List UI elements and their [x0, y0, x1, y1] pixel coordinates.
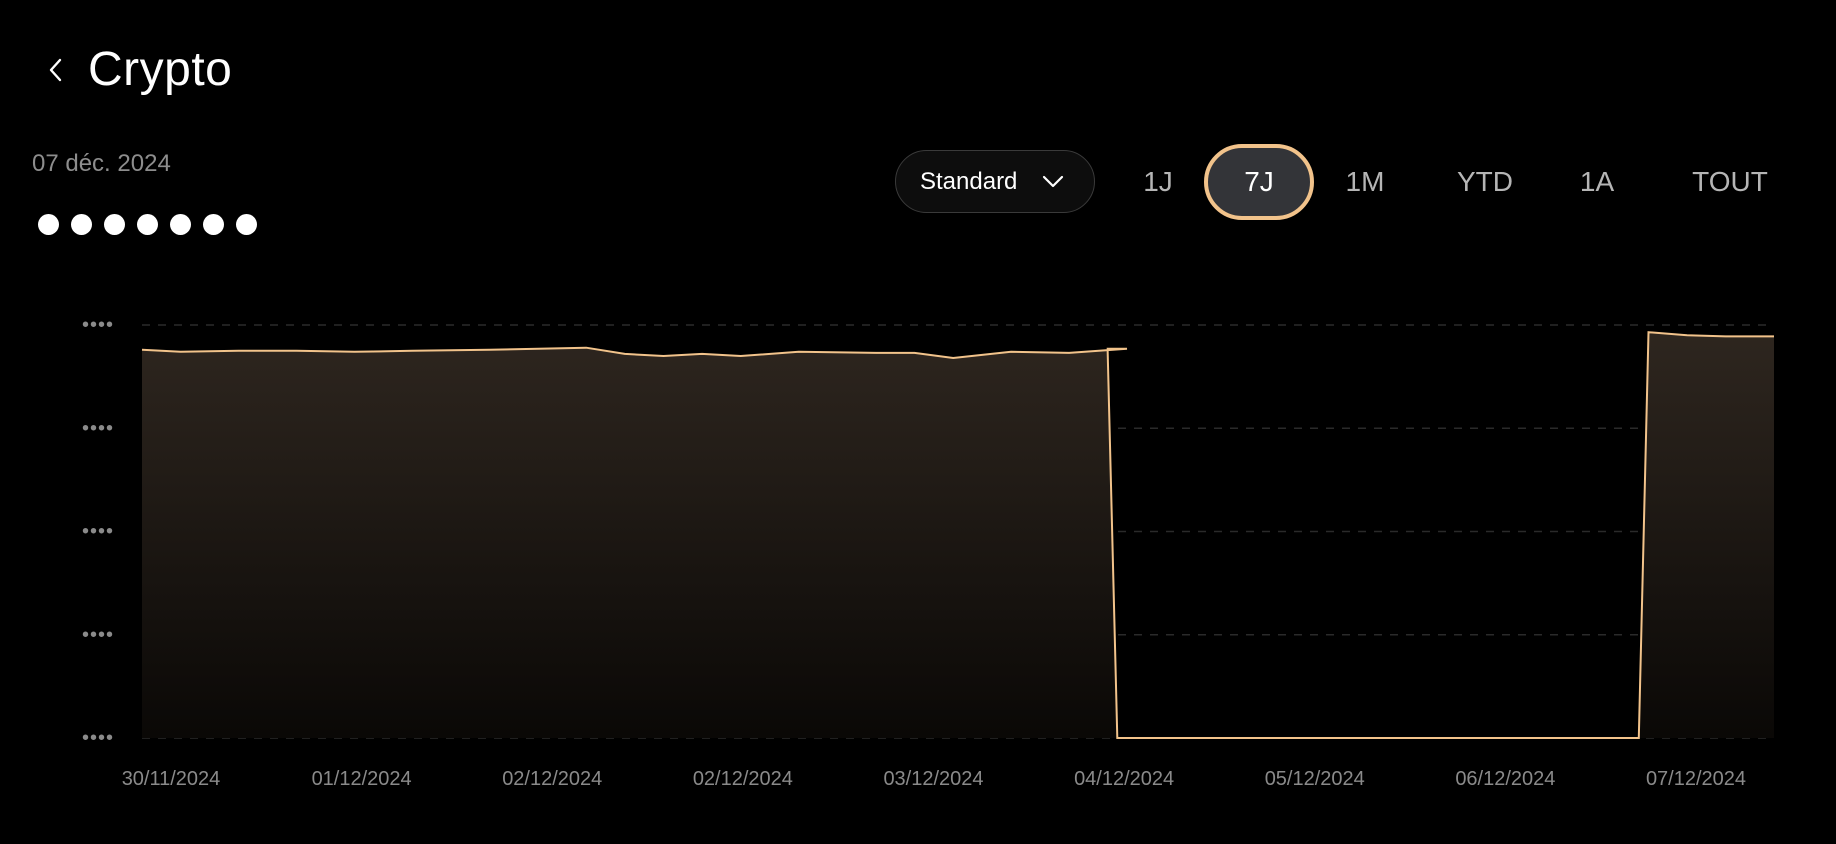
range-button-7j[interactable]: 7J	[1204, 144, 1314, 220]
mask-dot	[104, 214, 125, 235]
y-tick-label: ••••	[82, 314, 114, 336]
mask-dot	[236, 214, 257, 235]
x-tick-label: 02/12/2024	[693, 768, 793, 790]
x-tick-label: 04/12/2024	[1074, 768, 1174, 790]
y-tick-label: ••••	[82, 727, 114, 749]
x-tick-label: 05/12/2024	[1265, 768, 1365, 790]
mode-select[interactable]: Standard	[895, 150, 1095, 213]
date-label: 07 déc. 2024	[32, 150, 171, 177]
x-tick-label: 01/12/2024	[312, 768, 412, 790]
range-button-1j[interactable]: 1J	[1143, 166, 1173, 197]
y-axis: •••• •••• •••• •••• ••••	[82, 314, 114, 749]
x-tick-label: 02/12/2024	[502, 768, 602, 790]
x-axis: 30/11/2024 01/12/2024 02/12/2024 02/12/2024…	[122, 768, 1746, 790]
back-button[interactable]	[40, 38, 72, 102]
range-button-ytd[interactable]: YTD	[1457, 166, 1513, 197]
y-tick-label: ••••	[82, 417, 114, 439]
range-button-tout[interactable]: TOUT	[1692, 166, 1768, 197]
x-tick-label: 30/11/2024	[122, 768, 221, 790]
y-tick-label: ••••	[82, 624, 114, 646]
x-tick-label: 07/12/2024	[1646, 768, 1746, 790]
chevron-down-icon	[1042, 175, 1064, 188]
range-button-1a[interactable]: 1A	[1579, 166, 1615, 197]
masked-value	[38, 214, 257, 235]
chevron-left-icon	[49, 58, 62, 82]
page-title: Crypto	[88, 43, 233, 96]
series-area	[142, 332, 1774, 738]
mask-dot	[137, 214, 158, 235]
range-selector: 1J 7J 1M YTD 1A TOUT	[0, 142, 1836, 222]
header: Crypto	[40, 38, 232, 102]
x-tick-label: 06/12/2024	[1455, 768, 1555, 790]
y-tick-label: ••••	[82, 521, 114, 543]
x-tick-label: 03/12/2024	[883, 768, 983, 790]
series-line	[141, 331, 1774, 739]
mode-select-label: Standard	[920, 167, 1018, 195]
mask-dot	[38, 214, 59, 235]
mask-dot	[170, 214, 191, 235]
mask-dot	[71, 214, 92, 235]
range-button-1m[interactable]: 1M	[1345, 166, 1385, 197]
mask-dot	[203, 214, 224, 235]
